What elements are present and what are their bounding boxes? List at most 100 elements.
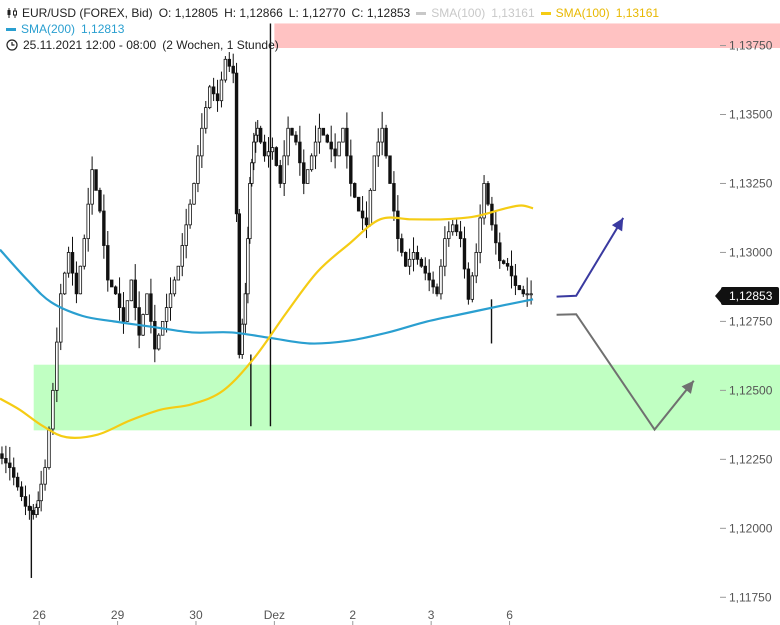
candle-body: [341, 127, 345, 143]
candle-body: [82, 238, 86, 267]
candle-body: [0, 453, 4, 459]
candle-body: [415, 252, 420, 260]
candle-body: [403, 252, 408, 267]
y-axis: 1,13750 1,13500 1,13250 1,13000 1,12750 1,125…: [720, 39, 773, 604]
candle-body: [321, 127, 326, 136]
candle-body: [521, 289, 525, 295]
y-tick-label: 1,12250: [729, 452, 773, 466]
candle-body: [298, 141, 302, 164]
candle-body: [231, 65, 235, 74]
candle-body: [364, 217, 369, 226]
legend-sma100-muted-swatch: [416, 11, 427, 15]
candle-body: [466, 268, 471, 300]
legend-title: EUR/USD (FOREX, Bid): [22, 6, 153, 20]
x-tick-label: 2: [349, 608, 356, 622]
candle-body: [168, 293, 173, 309]
candle-body: [74, 272, 79, 295]
candle-body: [237, 213, 241, 355]
candle-body: [23, 496, 28, 507]
candle-body: [34, 507, 38, 515]
legend-close: C: 1,12853: [351, 6, 411, 20]
candle-body: [172, 279, 177, 295]
candle-body: [110, 279, 114, 288]
candle-body: [458, 231, 463, 240]
y-tick-label: 1,12000: [729, 521, 773, 535]
candle-body: [482, 183, 486, 219]
x-tick-label: Dez: [264, 608, 285, 622]
candle-body: [305, 169, 310, 184]
candle-body: [353, 183, 357, 198]
candle-body: [12, 467, 16, 478]
candle-body: [149, 293, 153, 322]
candle-body: [439, 265, 443, 295]
candle-body: [501, 260, 506, 264]
legend-range: 25.11.2021 12:00 - 08:00: [23, 38, 157, 52]
candle-body: [474, 252, 478, 277]
clock-icon: [6, 39, 18, 51]
legend-open: O: 1,12805: [158, 6, 219, 20]
candle-body: [525, 293, 529, 296]
legend-sma100-value: 1,13161: [615, 6, 660, 20]
candle-body: [219, 79, 224, 102]
candle-body: [55, 341, 59, 391]
legend-high: H: 1,12866: [224, 6, 283, 20]
candle-body: [164, 307, 169, 322]
legend-period: (2 Wochen, 1 Stunde): [162, 38, 279, 52]
candle-body: [117, 293, 122, 309]
candle-body: [90, 169, 94, 205]
candle-body: [240, 323, 244, 355]
candle-body: [494, 224, 498, 244]
legend-sma100-swatch: [540, 11, 551, 15]
scenario-up-arrow-line: [556, 217, 625, 298]
candle-body: [356, 196, 361, 212]
candle-body: [349, 155, 353, 184]
y-tick-label: 1,11750: [729, 590, 772, 604]
candle-body: [200, 127, 204, 157]
candle-body: [513, 275, 518, 286]
candle-body: [31, 509, 36, 515]
candle-body: [125, 300, 130, 322]
candle-body: [204, 107, 208, 129]
price-series: [0, 23, 533, 578]
candle-body: [70, 252, 75, 274]
legend-row-sma200: SMA(200) 1,12813: [6, 21, 665, 37]
y-tick-label: 1,13000: [729, 245, 773, 259]
scenario-up-arrow-head: [611, 217, 624, 232]
candle-body: [196, 155, 200, 184]
candle-body: [270, 147, 275, 153]
legend-sma100-muted-value: 1,13161: [491, 6, 535, 20]
candle-body: [419, 258, 424, 267]
candle-body: [157, 334, 161, 350]
candle-body: [133, 279, 137, 309]
x-tick-label: 30: [189, 608, 203, 622]
candle-body: [62, 272, 67, 295]
candle-body: [470, 275, 475, 300]
candle-body: [129, 279, 134, 302]
x-tick-label: 6: [506, 608, 513, 622]
candle-body: [98, 189, 102, 212]
candle-body: [278, 165, 282, 184]
x-axis: 26 29 30 Dez 2 3 6: [33, 608, 513, 625]
legend-sma100-label: SMA(100): [555, 6, 610, 20]
legend-sma200-swatch: [6, 27, 16, 31]
candle-body: [94, 169, 98, 191]
price-tag-bg: [721, 287, 779, 305]
candle-body: [248, 183, 252, 240]
x-tick-label: 3: [428, 608, 435, 622]
candle-body: [368, 189, 373, 226]
candle-body: [234, 72, 239, 215]
x-tick-label: 26: [33, 608, 47, 622]
candle-body: [192, 183, 196, 205]
resistance-zone: [274, 23, 780, 49]
support-zone: [33, 364, 780, 431]
zones-layer: [33, 23, 780, 431]
candle-body: [262, 141, 267, 157]
candle-body: [529, 293, 533, 296]
candle-body: [337, 141, 341, 157]
sma200-line: [0, 248, 534, 345]
candle-body: [286, 127, 290, 157]
candle-body: [223, 58, 228, 81]
legend-sma200-label: SMA(200): [21, 22, 76, 36]
legend-sma100-muted-label: SMA(100): [431, 6, 486, 20]
candle-body: [250, 162, 254, 184]
